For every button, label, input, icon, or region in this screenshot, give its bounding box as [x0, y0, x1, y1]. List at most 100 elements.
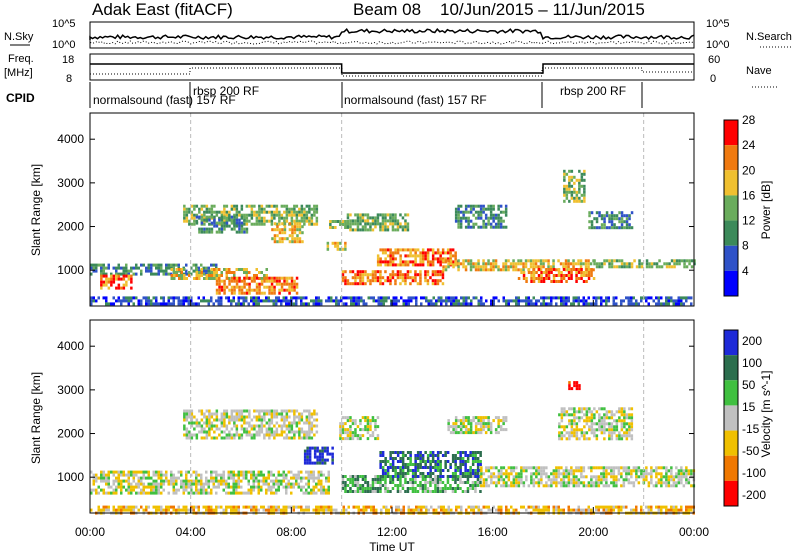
cpid-label: CPID: [6, 91, 35, 105]
power-band-7: [326, 241, 347, 251]
ytick-label: 4000: [57, 339, 84, 353]
power-band-18: [90, 296, 693, 306]
power-band-8: [329, 220, 350, 229]
power-band-12: [517, 268, 596, 283]
colorbar-tick: -15: [742, 422, 760, 436]
colorbar-swatch: [724, 120, 738, 146]
colorbar-swatch: [724, 220, 738, 246]
nave-tick-bottom: 0: [710, 73, 716, 85]
xtick-label: 12:00: [377, 525, 407, 539]
colorbar-swatch: [724, 170, 738, 196]
colorbar-swatch: [724, 480, 738, 506]
velocity-band-1: [183, 409, 319, 440]
ytick-label: 3000: [57, 383, 84, 397]
colorbar-swatch: [724, 380, 738, 406]
colorbar-tick: 12: [742, 214, 756, 228]
colorbar-tick: 16: [742, 188, 756, 202]
nsky-label: N.Sky: [4, 31, 34, 43]
colorbar-swatch: [724, 270, 738, 296]
xtick-label: 00:00: [75, 525, 105, 539]
freq-tick-top: 18: [62, 54, 74, 66]
colorbar-tick: 28: [742, 113, 756, 127]
power-y-axis: 1000 2000 3000 4000: [57, 132, 694, 277]
beam-label: Beam 08: [353, 0, 421, 19]
power-band-17: [588, 211, 634, 230]
freq-tick-bottom: 8: [66, 73, 72, 85]
colorbar-frame: [723, 119, 739, 297]
nsearch-series: [89, 40, 695, 45]
power-band-3: [215, 276, 299, 295]
nsky-tick-bottom: 10^0: [52, 39, 76, 51]
colorbar-swatch: [724, 455, 738, 481]
power-band-5: [195, 215, 249, 234]
colorbar-swatch: [724, 195, 738, 221]
nsearch-label: N.Search: [746, 31, 792, 43]
nsky-panel-frame: [89, 21, 695, 49]
freq-series: [90, 63, 694, 74]
velocity-colorbar-label: Velocity [m s^-1]: [759, 371, 773, 458]
colorbar-swatch: [724, 145, 738, 171]
ytick-label: 2000: [57, 220, 84, 234]
colorbar-tick: 15: [742, 400, 756, 414]
power-band-9: [341, 270, 445, 286]
velocity-band-5: [379, 451, 482, 478]
velocity-heatmap: [90, 320, 696, 515]
velocity-band-4: [341, 475, 482, 493]
nave-tick-top: 60: [708, 54, 720, 66]
power-band-6: [271, 222, 304, 244]
velocity-band-9: [568, 381, 581, 391]
colorbar-tick: 8: [742, 239, 749, 253]
power-band-13: [593, 259, 696, 269]
xtick-label: 08:00: [276, 525, 306, 539]
ytick-label: 2000: [57, 427, 84, 441]
chart-title: Adak East (fitACF): [92, 0, 233, 19]
cpid-segment-2: rbsp 200 RF: [193, 84, 259, 98]
velocity-band-3: [339, 416, 380, 441]
colorbar-tick: -100: [742, 466, 766, 480]
power-band-10: [376, 248, 460, 267]
colorbar-swatch: [724, 430, 738, 456]
power-colorbar-label: Power [dB]: [759, 181, 773, 240]
power-colorbar: 4 8 12 16 20 24 28: [723, 113, 756, 297]
freq-label-line2: [MHz]: [4, 67, 33, 79]
colorbar-tick: -50: [742, 444, 760, 458]
power-band-16: [563, 169, 586, 203]
nsky-series: [89, 28, 695, 41]
velocity-band-0: [90, 470, 330, 495]
velocity-y-axis: 1000 2000 3000 4000: [57, 339, 694, 484]
cpid-segment-4: rbsp 200 RF: [560, 84, 626, 98]
velocity-band-6: [480, 466, 696, 488]
power-band-14: [346, 213, 410, 232]
freq-panel-frame: [89, 53, 695, 81]
velocity-ylabel: Slant Range [km]: [29, 372, 43, 464]
xtick-label: 20:00: [578, 525, 608, 539]
date-range: 10/Jun/2015 – 11/Jun/2015: [440, 0, 645, 19]
colorbar-tick: 24: [742, 138, 756, 152]
colorbar-swatch: [724, 330, 738, 356]
power-band-4: [183, 204, 319, 226]
time-axis: 00:00 04:00 08:00 12:00 16:00 20:00 00:00: [75, 300, 709, 539]
nave-label: Nave: [746, 65, 772, 77]
colorbar-swatch: [724, 405, 738, 431]
colorbar-tick: 50: [742, 378, 756, 392]
colorbar-frame: [723, 329, 739, 507]
colorbar-tick: 20: [742, 163, 756, 177]
cpid-segment-1: normalsound (fast) 157 RF: [93, 93, 236, 107]
nave-series: [90, 67, 694, 77]
xtick-label: 16:00: [478, 525, 508, 539]
ytick-label: 1000: [57, 263, 84, 277]
velocity-band-2: [303, 446, 334, 465]
power-band-1: [100, 274, 133, 290]
cpid-segment-3: normalsound (fast) 157 RF: [344, 93, 487, 107]
freq-label-line1: Freq.: [8, 53, 34, 65]
power-ylabel: Slant Range [km]: [29, 164, 43, 256]
ytick-label: 4000: [57, 132, 84, 146]
colorbar-tick: 100: [742, 356, 762, 370]
colorbar-swatch: [724, 245, 738, 271]
ytick-label: 1000: [57, 470, 84, 484]
xtick-label: 04:00: [176, 525, 206, 539]
velocity-band-8: [558, 407, 634, 441]
velocity-colorbar: 200 100 50 15 -15 -50 -100 -200: [723, 329, 766, 507]
nsearch-tick-top: 10^5: [706, 18, 730, 30]
